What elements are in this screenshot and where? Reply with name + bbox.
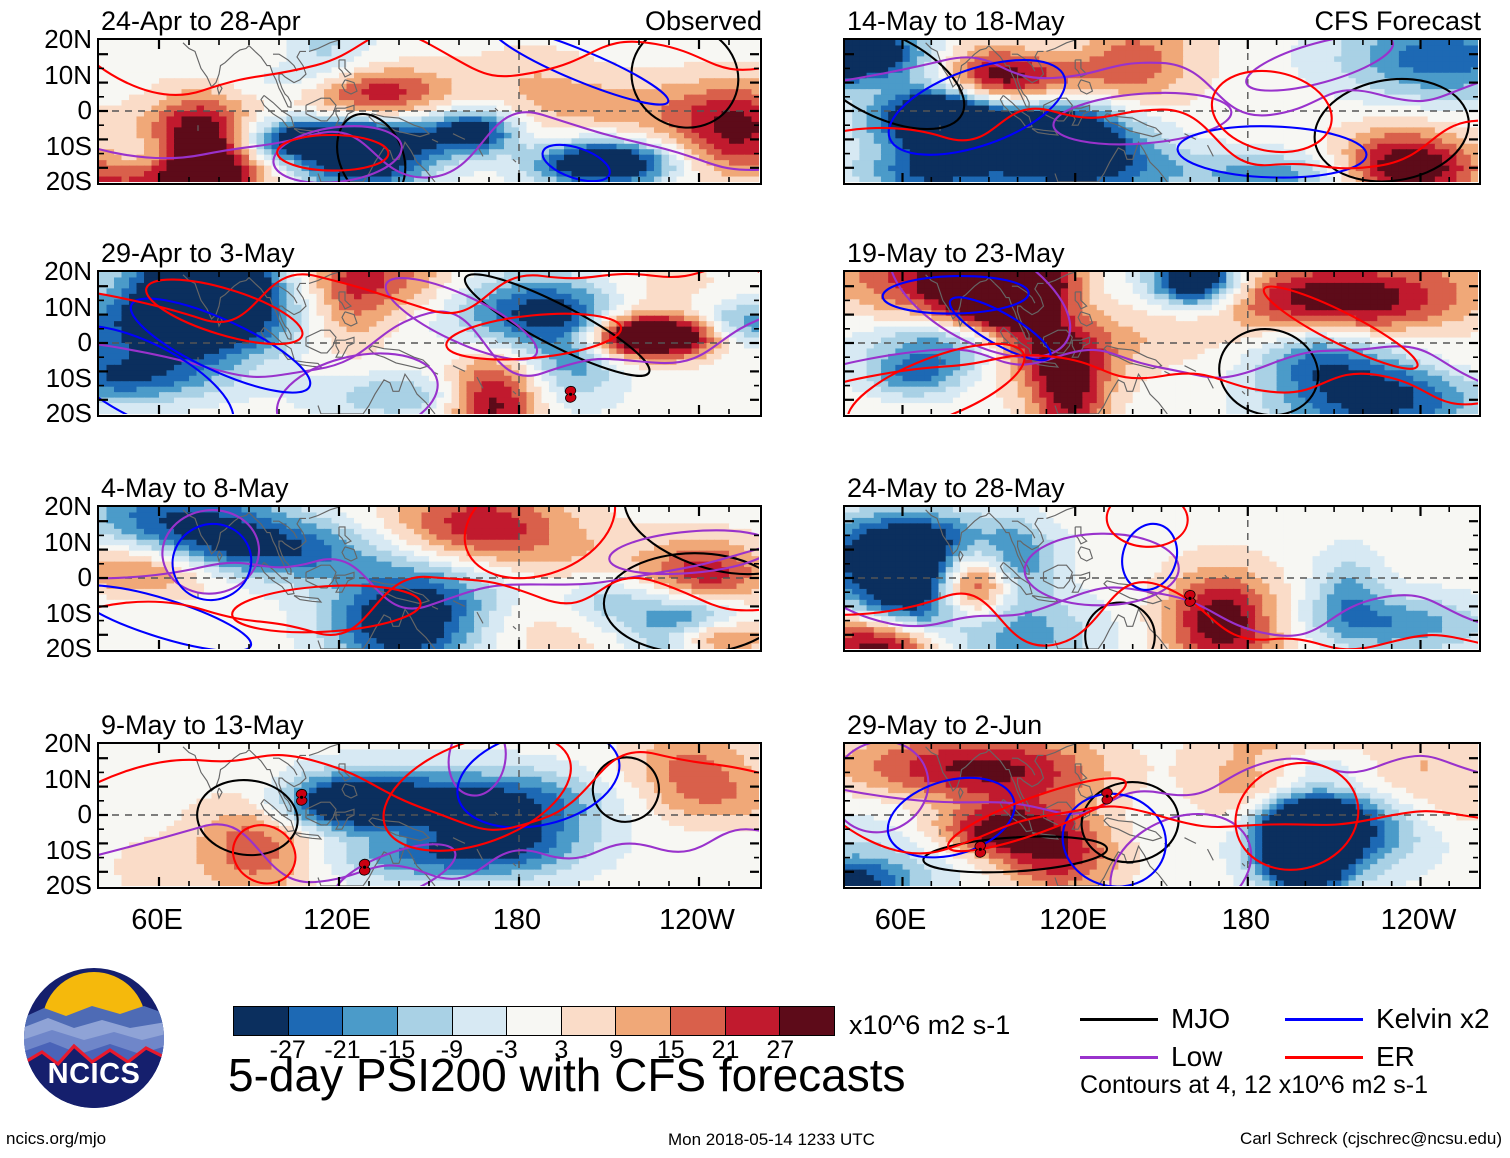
map-panel[interactable] [97, 742, 762, 889]
y-tick-label: 10N [44, 526, 92, 557]
panel-title: 24-Apr to 28-Apr [101, 6, 301, 36]
panel-title: 24-May to 28-May [847, 473, 1065, 503]
contour-legend: MJO Kelvin x2 Low ER [1080, 1000, 1490, 1076]
map-panel[interactable] [843, 505, 1481, 652]
colorbar-swatches [233, 1006, 835, 1036]
legend-item-low: Low [1080, 1043, 1285, 1071]
colorbar-swatch [507, 1007, 562, 1035]
x-tick-label: 180 [492, 904, 542, 936]
y-tick-label: 20S [45, 633, 92, 663]
colorbar-swatch [343, 1007, 398, 1035]
map-panel[interactable] [843, 38, 1481, 185]
column-kind-label: CFS Forecast [1314, 6, 1481, 36]
colorbar: -27 -21 -15 -9 -3 3 9 15 21 27 [233, 1006, 835, 1068]
colorbar-units: x10^6 m2 s-1 [849, 1010, 1011, 1040]
colorbar-swatch [780, 1007, 835, 1035]
y-tick-label: 10N [44, 763, 92, 794]
er-line-icon [1285, 1055, 1363, 1059]
y-tick-label: 20N [44, 24, 92, 54]
y-tick-label: 0 [77, 562, 92, 592]
map-panel[interactable] [97, 38, 762, 185]
logo-label: NCICS [47, 1058, 141, 1090]
legend-label: Kelvin x2 [1376, 1003, 1490, 1034]
y-tick-label: 20N [44, 728, 92, 758]
colorbar-tick-label: -27 [269, 1036, 306, 1064]
colorbar-swatch [561, 1007, 617, 1035]
footer-timestamp: Mon 2018-05-14 1233 UTC [668, 1130, 875, 1149]
x-tick-label: 180 [1221, 904, 1271, 936]
y-tick-label: 10N [44, 59, 92, 90]
footer-author: Carl Schreck (cjschrec@ncsu.edu) [1240, 1129, 1502, 1148]
colorbar-tick-label: -9 [440, 1036, 464, 1064]
y-tick-label: 0 [77, 327, 92, 357]
y-axis-group: 20N 10N 0 10S 20S [0, 258, 92, 426]
colorbar-tick-label: 21 [711, 1036, 740, 1064]
legend-item-er: ER [1285, 1043, 1490, 1071]
colorbar-swatch [234, 1007, 289, 1035]
colorbar-swatch [671, 1007, 726, 1035]
y-tick-label: 20N [44, 256, 92, 286]
contour-note: Contours at 4, 12 x10^6 m2 s-1 [1080, 1071, 1429, 1099]
ncics-logo: NCICS [22, 966, 166, 1110]
x-tick-label: 120W [659, 904, 735, 936]
panel-title: 14-May to 18-May [847, 6, 1065, 36]
colorbar-tick-label: -21 [324, 1036, 361, 1064]
legend-label: Low [1171, 1041, 1223, 1072]
y-axis-group: 20N 10N 0 10S 20S [0, 26, 92, 194]
legend-label: MJO [1171, 1003, 1231, 1034]
y-tick-label: 20S [45, 870, 92, 900]
colorbar-swatch [452, 1007, 508, 1035]
colorbar-ticklabels: -27 -21 -15 -9 -3 3 9 15 21 27 [233, 1038, 835, 1068]
legend-item-mjo: MJO [1080, 1005, 1285, 1033]
y-axis-group: 20N 10N 0 10S 20S [0, 730, 92, 898]
panel-title: 29-Apr to 3-May [101, 238, 295, 268]
map-panel[interactable] [843, 742, 1481, 889]
x-tick-label: 120E [303, 904, 371, 936]
colorbar-tick-label: 9 [609, 1036, 624, 1064]
y-tick-label: 20S [45, 398, 92, 428]
colorbar-swatch [725, 1007, 781, 1035]
low-line-icon [1080, 1055, 1158, 1059]
panel-title: 9-May to 13-May [101, 710, 304, 740]
colorbar-swatch [616, 1007, 672, 1035]
panel-title: 29-May to 2-Jun [847, 710, 1043, 740]
y-tick-label: 0 [77, 799, 92, 829]
y-tick-label: 20S [45, 166, 92, 196]
mjo-line-icon [1080, 1017, 1158, 1021]
colorbar-tick-label: -3 [495, 1036, 518, 1064]
map-panel[interactable] [97, 505, 762, 652]
y-tick-label: 10N [44, 291, 92, 322]
x-tick-label: 60E [874, 904, 927, 936]
legend-item-kelvin: Kelvin x2 [1285, 1005, 1490, 1033]
legend-row: MJO Kelvin x2 [1080, 1000, 1490, 1038]
x-tick-label: 120W [1380, 904, 1457, 936]
y-axis-group: 20N 10N 0 10S 20S [0, 493, 92, 661]
map-panel[interactable] [843, 270, 1481, 417]
colorbar-tick-label: -15 [379, 1036, 416, 1064]
kelvin-line-icon [1285, 1017, 1363, 1021]
panel-title: 19-May to 23-May [847, 238, 1065, 268]
map-panel[interactable] [97, 270, 762, 417]
ncics-logo-icon [24, 968, 164, 1108]
y-tick-label: 0 [77, 95, 92, 125]
panel-title: 4-May to 8-May [101, 473, 289, 503]
colorbar-tick-label: 27 [766, 1036, 795, 1064]
y-tick-label: 20N [44, 491, 92, 521]
x-tick-label: 60E [131, 904, 183, 936]
legend-row: Low ER [1080, 1038, 1490, 1076]
y-tick-label: 10S [45, 597, 92, 628]
column-kind-label: Observed [644, 6, 762, 36]
colorbar-swatch [397, 1007, 453, 1035]
colorbar-tick-label: 15 [656, 1036, 685, 1064]
x-tick-label: 120E [1039, 904, 1108, 936]
y-tick-label: 10S [45, 130, 92, 161]
colorbar-swatch [288, 1007, 344, 1035]
y-tick-label: 10S [45, 834, 92, 865]
page-title: 5-day PSI200 with CFS forecasts [228, 1049, 906, 1101]
legend-label: ER [1376, 1041, 1415, 1072]
footer-left[interactable]: ncics.org/mjo [6, 1129, 107, 1148]
y-tick-label: 10S [45, 362, 92, 393]
colorbar-tick-label: 3 [554, 1036, 569, 1064]
